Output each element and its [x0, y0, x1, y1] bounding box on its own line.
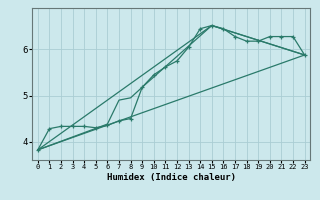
X-axis label: Humidex (Indice chaleur): Humidex (Indice chaleur): [107, 173, 236, 182]
